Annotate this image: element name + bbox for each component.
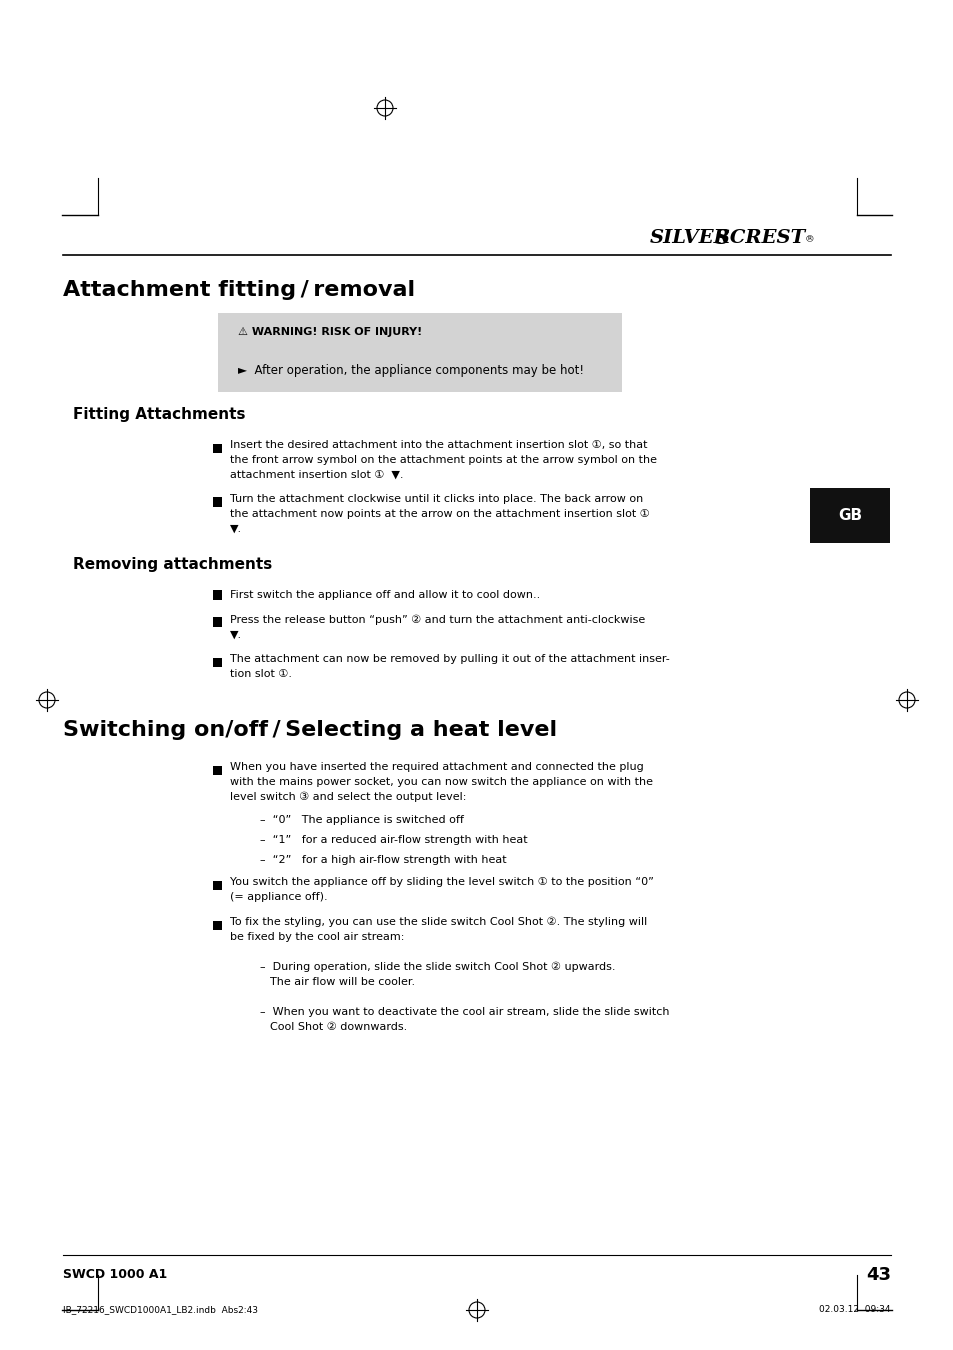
Text: The attachment can now be removed by pulling it out of the attachment inser-: The attachment can now be removed by pul… (230, 653, 669, 664)
Bar (218, 313, 621, 391)
Text: tion slot ①.: tion slot ①. (230, 670, 292, 679)
Text: –  “0”   The appliance is switched off: – “0” The appliance is switched off (260, 815, 463, 825)
Text: ▼.: ▼. (230, 524, 242, 535)
Text: the front arrow symbol on the attachment points at the arrow symbol on the: the front arrow symbol on the attachment… (230, 455, 657, 464)
Text: Insert the desired attachment into the attachment insertion slot ①, so that: Insert the desired attachment into the a… (230, 440, 647, 450)
Text: 43: 43 (865, 1266, 890, 1284)
Text: –  During operation, slide the slide switch Cool Shot ② upwards.: – During operation, slide the slide swit… (260, 963, 615, 972)
Text: SWCD 1000 A1: SWCD 1000 A1 (63, 1269, 167, 1281)
Text: (= appliance off).: (= appliance off). (230, 892, 327, 902)
Bar (213, 657, 222, 667)
Text: S: S (714, 228, 729, 248)
Text: the attachment now points at the arrow on the attachment insertion slot ①: the attachment now points at the arrow o… (230, 509, 649, 518)
Text: You switch the appliance off by sliding the level switch ① to the position “0”: You switch the appliance off by sliding … (230, 878, 653, 887)
Text: First switch the appliance off and allow it to cool down..: First switch the appliance off and allow… (230, 590, 539, 599)
Text: ⚠ WARNING! RISK OF INJURY!: ⚠ WARNING! RISK OF INJURY! (237, 327, 422, 338)
Bar (213, 880, 222, 890)
Text: When you have inserted the required attachment and connected the plug: When you have inserted the required atta… (230, 761, 643, 772)
Bar (213, 617, 222, 626)
Bar (213, 765, 222, 775)
Text: –  “2”   for a high air-flow strength with heat: – “2” for a high air-flow strength with … (260, 855, 506, 865)
Text: IB_72216_SWCD1000A1_LB2.indb  Abs2:43: IB_72216_SWCD1000A1_LB2.indb Abs2:43 (63, 1305, 257, 1315)
Bar (809, 487, 889, 543)
Text: GB: GB (837, 508, 862, 522)
Text: Cool Shot ② downwards.: Cool Shot ② downwards. (270, 1022, 407, 1031)
Text: Press the release button “push” ② and turn the attachment anti-clockwise: Press the release button “push” ② and tu… (230, 616, 644, 625)
Text: be fixed by the cool air stream:: be fixed by the cool air stream: (230, 931, 404, 942)
Text: –  “1”   for a reduced air-flow strength with heat: – “1” for a reduced air-flow strength wi… (260, 836, 527, 845)
Text: Switching on/off / Selecting a heat level: Switching on/off / Selecting a heat leve… (63, 720, 557, 740)
Text: –  When you want to deactivate the cool air stream, slide the slide switch: – When you want to deactivate the cool a… (260, 1007, 669, 1017)
Text: ▼.: ▼. (230, 630, 242, 640)
Text: Attachment fitting / removal: Attachment fitting / removal (63, 279, 415, 300)
Bar (213, 921, 222, 930)
Bar (213, 498, 222, 506)
Text: ►  After operation, the appliance components may be hot!: ► After operation, the appliance compone… (237, 363, 583, 377)
Text: Removing attachments: Removing attachments (73, 558, 272, 572)
Text: 02.03.12  09:34: 02.03.12 09:34 (819, 1305, 890, 1315)
Bar (213, 444, 222, 452)
Text: SILVERCREST: SILVERCREST (649, 230, 805, 247)
Text: with the mains power socket, you can now switch the appliance on with the: with the mains power socket, you can now… (230, 778, 652, 787)
Bar (213, 590, 222, 599)
Text: Turn the attachment clockwise until it clicks into place. The back arrow on: Turn the attachment clockwise until it c… (230, 494, 642, 504)
Text: ®: ® (804, 235, 814, 244)
Text: level switch ③ and select the output level:: level switch ③ and select the output lev… (230, 792, 466, 802)
Text: To fix the styling, you can use the slide switch Cool Shot ②. The styling will: To fix the styling, you can use the slid… (230, 917, 646, 927)
Text: attachment insertion slot ①  ▼.: attachment insertion slot ① ▼. (230, 470, 403, 481)
Text: The air flow will be cooler.: The air flow will be cooler. (270, 977, 415, 987)
Text: Fitting Attachments: Fitting Attachments (73, 408, 245, 423)
